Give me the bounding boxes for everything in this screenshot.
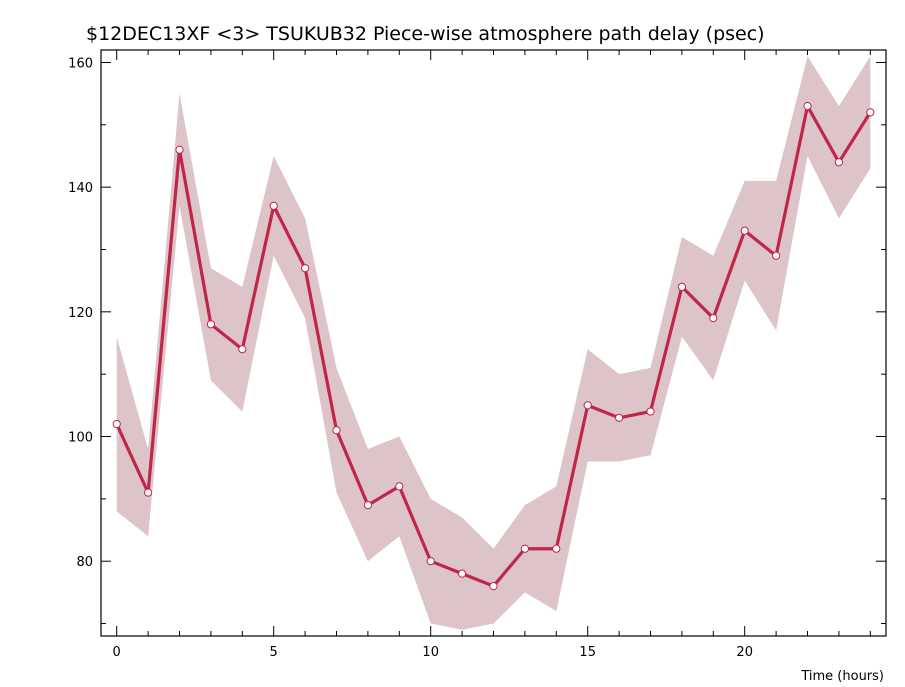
data-point	[112, 419, 121, 429]
y-tick-label: 100	[68, 431, 93, 446]
y-tick-label: 140	[68, 181, 93, 196]
uncertainty-band	[116, 56, 871, 630]
data-point	[458, 569, 467, 578]
y-tick-label: 80	[76, 555, 93, 570]
data-point	[677, 282, 687, 291]
data-point	[144, 488, 153, 497]
data-point	[803, 102, 812, 111]
x-tick-label: 20	[736, 645, 753, 660]
data-point	[489, 582, 498, 591]
data-point	[583, 401, 592, 410]
y-tick-label: 120	[68, 306, 93, 321]
data-point	[615, 413, 624, 422]
data-point	[740, 226, 749, 235]
data-point	[520, 544, 530, 553]
data-point	[269, 201, 278, 210]
x-tick-label: 10	[422, 645, 439, 660]
data-point	[552, 544, 561, 553]
data-point	[332, 426, 341, 435]
x-tick-label: 15	[579, 645, 596, 660]
data-point	[834, 158, 844, 167]
data-point	[363, 500, 372, 510]
data-point	[206, 320, 215, 329]
data-point	[772, 251, 781, 260]
data-point	[646, 407, 655, 416]
chart-title: $12DEC13XF <3> TSUKUB32 Piece-wise atmos…	[86, 23, 765, 45]
y-tick-label: 160	[68, 56, 93, 71]
x-tick-label: 0	[113, 645, 121, 660]
data-point	[709, 313, 718, 323]
plot-area: 0 5 10 15 20 80 100 120 140 160	[68, 49, 887, 660]
data-point	[301, 264, 310, 273]
data-point	[175, 145, 184, 154]
data-point	[426, 557, 435, 566]
x-tick-label: 5	[270, 645, 278, 660]
data-point	[395, 482, 404, 491]
data-point	[238, 345, 247, 354]
data-point	[866, 108, 875, 117]
x-axis-label: Time (hours)	[800, 669, 884, 684]
